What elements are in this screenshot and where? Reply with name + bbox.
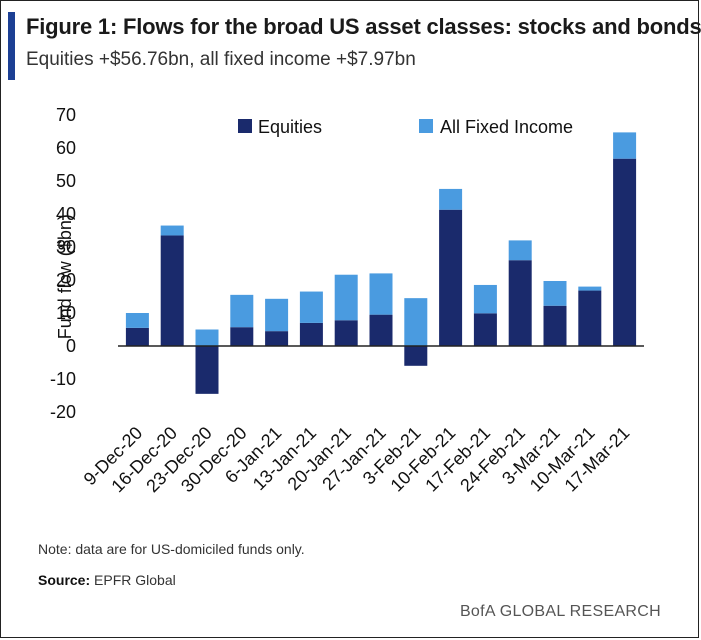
bars-group	[125, 132, 637, 394]
x-axis-ticks: 9-Dec-2016-Dec-2023-Dec-2030-Dec-206-Jan…	[80, 423, 634, 497]
y-axis-ticks: 70 60 50 40 30 20 10 0 -10 -20	[50, 105, 76, 422]
bar-fixed-income	[125, 313, 149, 328]
bar-fixed-income	[473, 284, 497, 314]
bar-equities	[230, 327, 254, 346]
y-tick-label: 70	[56, 105, 76, 125]
bar-fixed-income	[299, 291, 323, 323]
y-tick-label: 30	[56, 237, 76, 257]
bar-equities	[613, 158, 637, 346]
y-tick-label: 20	[56, 270, 76, 290]
y-tick-label: 50	[56, 171, 76, 191]
bar-fixed-income	[439, 188, 463, 210]
bar-equities	[195, 346, 219, 394]
bar-equities	[578, 290, 602, 346]
bar-equities	[369, 314, 393, 346]
bar-equities	[543, 305, 567, 346]
bar-fixed-income	[334, 274, 358, 321]
figure-title: Figure 1: Flows for the broad US asset c…	[26, 14, 701, 39]
bar-fixed-income	[543, 280, 567, 306]
bar-equities	[299, 322, 323, 346]
stacked-bar-chart: 70 60 50 40 30 20 10 0 -10 -20 9-Dec-2016-Dec-202…	[50, 105, 644, 497]
y-tick-label: -10	[50, 369, 76, 389]
y-tick-label: -20	[50, 402, 76, 422]
bar-fixed-income	[369, 273, 393, 315]
bar-fixed-income	[404, 298, 428, 346]
y-tick-label: 0	[66, 336, 76, 356]
legend-label-equities: Equities	[258, 117, 322, 137]
bar-fixed-income	[265, 298, 289, 332]
bar-equities	[334, 320, 358, 346]
bar-equities	[473, 313, 497, 346]
bar-fixed-income	[160, 225, 184, 236]
bar-fixed-income	[508, 240, 532, 261]
bar-equities	[508, 260, 532, 346]
y-axis-label: Fund flow ($bn)	[55, 214, 75, 339]
source-line: Source: EPFR Global	[38, 572, 176, 588]
legend: Equities All Fixed Income	[238, 117, 573, 137]
y-tick-label: 10	[56, 303, 76, 323]
y-tick-label: 60	[56, 138, 76, 158]
bar-equities	[160, 235, 184, 346]
legend-label-fixed-income: All Fixed Income	[440, 117, 573, 137]
bar-fixed-income	[578, 286, 602, 291]
legend-swatch-fixed-income	[419, 119, 433, 133]
bar-fixed-income	[230, 294, 254, 328]
figure-subtitle: Equities +$56.76bn, all fixed income +$7…	[26, 49, 416, 70]
brand-footer: BofA GLOBAL RESEARCH	[459, 603, 661, 620]
bar-equities	[265, 331, 289, 346]
source-value: EPFR Global	[94, 572, 176, 588]
y-tick-label: 40	[56, 204, 76, 224]
bar-equities	[125, 327, 149, 346]
source-label: Source:	[38, 572, 91, 588]
bar-fixed-income	[613, 132, 637, 159]
bar-fixed-income	[195, 329, 219, 346]
bar-equities	[404, 346, 428, 366]
title-accent-bar	[8, 12, 15, 80]
bar-equities	[439, 209, 463, 346]
footnote: Note: data are for US-domiciled funds on…	[38, 541, 305, 557]
legend-swatch-equities	[238, 119, 252, 133]
